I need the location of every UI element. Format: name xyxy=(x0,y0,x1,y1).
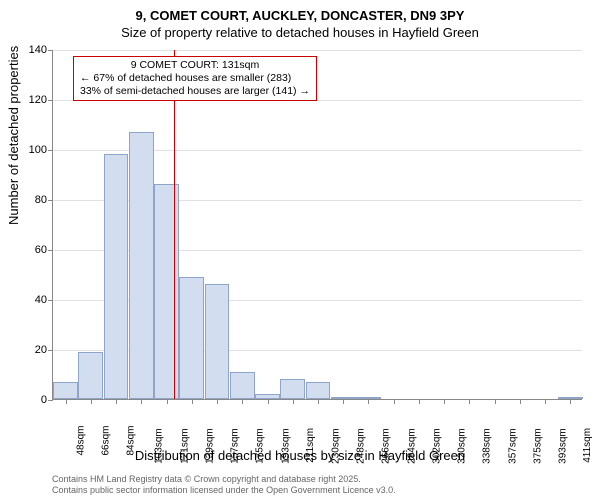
ytick-mark xyxy=(48,150,53,151)
xtick-mark xyxy=(343,399,344,404)
chart-footer: Contains HM Land Registry data © Crown c… xyxy=(52,474,396,496)
xtick-mark xyxy=(520,399,521,404)
histogram-bar xyxy=(280,379,305,399)
xtick-mark xyxy=(368,399,369,404)
ytick-label: 40 xyxy=(35,294,47,306)
histogram-bar xyxy=(129,132,154,400)
gridline xyxy=(53,50,582,51)
ytick-mark xyxy=(48,300,53,301)
ytick-label: 60 xyxy=(35,244,47,256)
xtick-mark xyxy=(293,399,294,404)
x-axis-label: Distribution of detached houses by size … xyxy=(0,448,600,463)
annotation-line-3: 33% of semi-detached houses are larger (… xyxy=(80,85,310,98)
ytick-label: 100 xyxy=(29,144,47,156)
histogram-bar xyxy=(53,382,78,400)
chart-title: 9, COMET COURT, AUCKLEY, DONCASTER, DN9 … xyxy=(0,0,600,23)
xtick-mark xyxy=(167,399,168,404)
y-axis-label: Number of detached properties xyxy=(6,46,21,225)
ytick-label: 120 xyxy=(29,94,47,106)
histogram-bar xyxy=(154,184,179,399)
ytick-mark xyxy=(48,50,53,51)
histogram-bar xyxy=(78,352,103,400)
ytick-label: 20 xyxy=(35,344,47,356)
plot-region: 02040608010012014048sqm66sqm84sqm103sqm1… xyxy=(52,50,582,400)
ytick-mark xyxy=(48,250,53,251)
annotation-line-2: ← 67% of detached houses are smaller (28… xyxy=(80,72,310,85)
histogram-bar xyxy=(179,277,204,400)
xtick-mark xyxy=(394,399,395,404)
xtick-mark xyxy=(469,399,470,404)
annotation-line-1: 9 COMET COURT: 131sqm xyxy=(80,59,310,72)
xtick-mark xyxy=(419,399,420,404)
footer-line-1: Contains HM Land Registry data © Crown c… xyxy=(52,474,396,485)
ytick-mark xyxy=(48,100,53,101)
histogram-bar xyxy=(205,284,230,399)
xtick-mark xyxy=(545,399,546,404)
xtick-mark xyxy=(91,399,92,404)
xtick-mark xyxy=(268,399,269,404)
xtick-mark xyxy=(116,399,117,404)
ytick-mark xyxy=(48,350,53,351)
xtick-mark xyxy=(141,399,142,404)
ytick-label: 140 xyxy=(29,44,47,56)
annotation-box: 9 COMET COURT: 131sqm← 67% of detached h… xyxy=(73,56,317,101)
xtick-mark xyxy=(318,399,319,404)
xtick-mark xyxy=(192,399,193,404)
histogram-bar xyxy=(230,372,255,400)
xtick-mark xyxy=(444,399,445,404)
ytick-mark xyxy=(48,400,53,401)
chart-container: 9, COMET COURT, AUCKLEY, DONCASTER, DN9 … xyxy=(0,0,600,500)
xtick-mark xyxy=(570,399,571,404)
chart-area: 02040608010012014048sqm66sqm84sqm103sqm1… xyxy=(52,50,582,400)
histogram-bar xyxy=(306,382,331,400)
xtick-mark xyxy=(66,399,67,404)
xtick-mark xyxy=(495,399,496,404)
reference-line xyxy=(174,50,175,399)
ytick-label: 0 xyxy=(41,394,47,406)
ytick-mark xyxy=(48,200,53,201)
footer-line-2: Contains public sector information licen… xyxy=(52,485,396,496)
ytick-label: 80 xyxy=(35,194,47,206)
chart-subtitle: Size of property relative to detached ho… xyxy=(0,23,600,40)
histogram-bar xyxy=(104,154,129,399)
xtick-mark xyxy=(217,399,218,404)
xtick-mark xyxy=(242,399,243,404)
